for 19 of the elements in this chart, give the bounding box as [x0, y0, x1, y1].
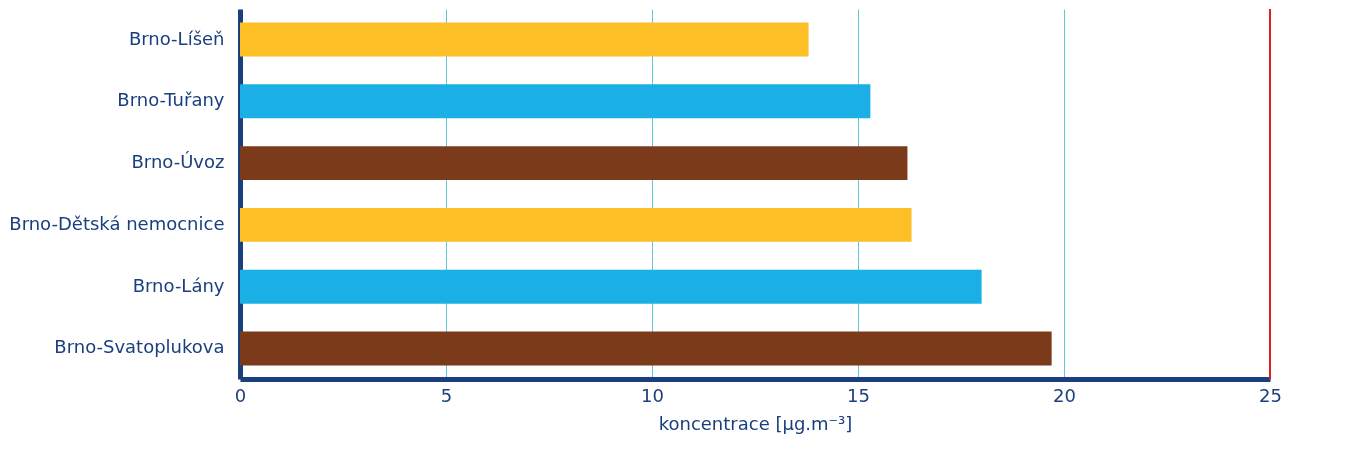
bar: [240, 207, 912, 242]
bar: [240, 22, 809, 57]
y-tick-label: Brno-Lány: [132, 274, 225, 296]
bar: [240, 269, 982, 304]
y-tick-label: Brno-Tuřany: [117, 89, 225, 111]
bar: [240, 146, 908, 181]
x-axis-title: koncentrace [µg.m⁻³]: [658, 412, 853, 434]
bar: [240, 84, 871, 119]
x-tick-label: 0: [234, 384, 247, 406]
x-tick-label: 10: [641, 384, 664, 406]
y-tick-label: Brno-Svatoplukova: [54, 336, 225, 358]
x-tick-label: 15: [847, 384, 870, 406]
y-tick-label: Brno-Dětská nemocnice: [9, 212, 225, 234]
x-tick-label: 25: [1259, 384, 1282, 406]
y-tick-label: Brno-Líšeň: [128, 27, 225, 49]
x-tick-label: 20: [1053, 384, 1076, 406]
y-tick-label: Brno-Úvoz: [131, 151, 225, 173]
x-tick-label: 5: [440, 384, 453, 406]
bar: [240, 331, 1052, 366]
